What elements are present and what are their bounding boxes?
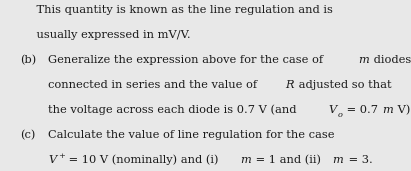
Text: adjusted so that: adjusted so that — [295, 80, 391, 90]
Text: = 0.7: = 0.7 — [343, 105, 378, 115]
Text: = 3.: = 3. — [344, 155, 372, 165]
Text: usually expressed in mV/V.: usually expressed in mV/V. — [22, 30, 191, 40]
Text: the voltage across each diode is 0.7 V (and: the voltage across each diode is 0.7 V (… — [48, 104, 300, 115]
Text: R: R — [285, 80, 293, 90]
Text: m: m — [240, 155, 251, 165]
Text: V: V — [329, 105, 337, 115]
Text: o: o — [338, 111, 343, 119]
Text: m: m — [358, 55, 369, 65]
Text: V).: V). — [394, 105, 411, 115]
Text: Calculate the value of line regulation for the case: Calculate the value of line regulation f… — [48, 130, 335, 140]
Text: This quantity is known as the line regulation and is: This quantity is known as the line regul… — [22, 5, 333, 15]
Text: +: + — [58, 152, 65, 160]
Text: Generalize the expression above for the case of: Generalize the expression above for the … — [48, 55, 327, 65]
Text: (b): (b) — [20, 54, 37, 65]
Text: V: V — [48, 155, 57, 165]
Text: m: m — [382, 105, 393, 115]
Text: connected in series and the value of: connected in series and the value of — [48, 80, 261, 90]
Text: m: m — [332, 155, 343, 165]
Text: (c): (c) — [20, 130, 35, 140]
Text: = 1 and (ii): = 1 and (ii) — [252, 155, 325, 165]
Text: = 10 V (nominally) and (i): = 10 V (nominally) and (i) — [65, 155, 222, 165]
Text: diodes: diodes — [370, 55, 411, 65]
